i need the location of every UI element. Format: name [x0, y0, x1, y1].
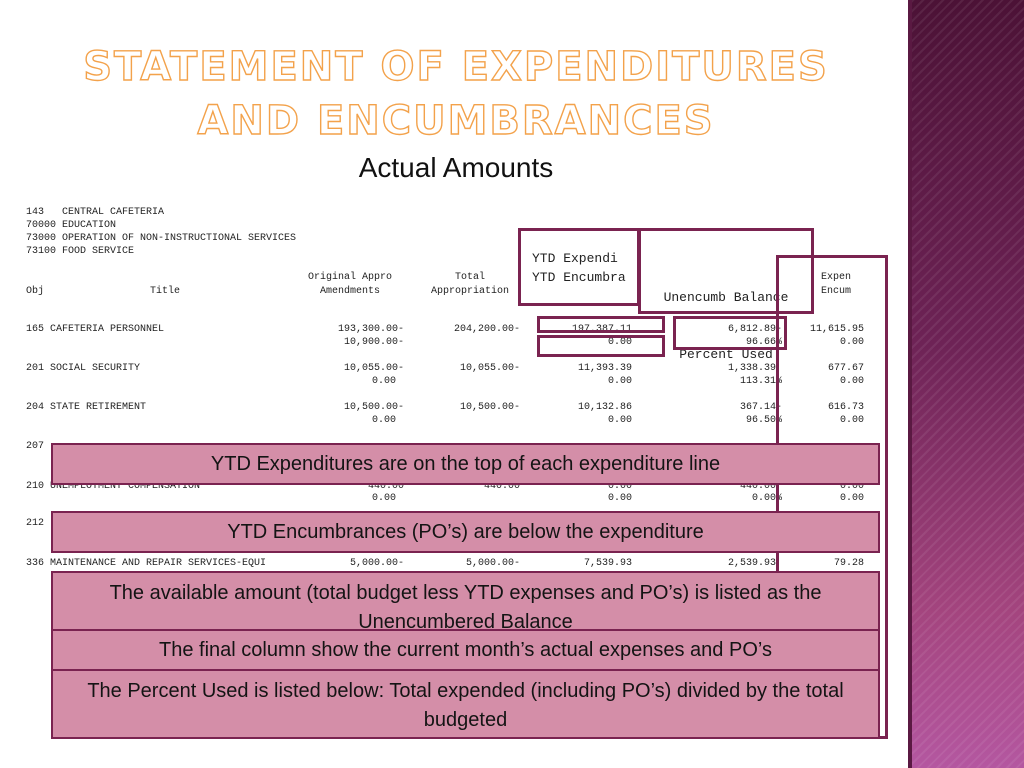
- decorative-sidebar: [912, 0, 1024, 768]
- ytd-header-callout-box: [518, 228, 640, 306]
- row-encum: 0.00: [839, 376, 864, 387]
- row-pct: 96.50%: [745, 415, 782, 426]
- row-ytd-exp: 10,132.86: [577, 402, 632, 413]
- slide-subtitle: Actual Amounts: [358, 152, 554, 183]
- col-original-appro: Original Appro: [307, 272, 392, 283]
- row-amend: 0.00: [371, 493, 396, 504]
- sidebar-edge: [908, 0, 912, 768]
- row-unenc: 6,812.89-: [727, 324, 782, 335]
- ytd-expenditure-highlight: [537, 316, 665, 333]
- row-encum: 0.00: [839, 415, 864, 426]
- row-pct: 96.66%: [745, 337, 782, 348]
- row-total: 440.00: [483, 481, 520, 492]
- row-amend: 10,900.00-: [343, 337, 404, 348]
- row-expen: 0.00: [839, 481, 864, 492]
- row-ytd-exp: 11,393.39: [577, 363, 632, 374]
- note-final-column: The final column show the current month’…: [51, 629, 880, 671]
- row-unenc: 440.00: [739, 481, 776, 492]
- row-pct: 0.00%: [751, 493, 782, 504]
- col-expen: Expen: [820, 272, 851, 283]
- note-available-amount: The available amount (total budget less …: [51, 571, 880, 633]
- col-obj: Obj: [26, 286, 45, 297]
- row-orig: 5,000.00-: [349, 558, 404, 569]
- row-orig: 193,300.00-: [337, 324, 404, 335]
- report-header-line: 73000 OPERATION OF NON-INSTRUCTIONAL SER…: [26, 233, 297, 244]
- col-total-appropriation: Appropriation: [430, 286, 509, 297]
- row-orig: 440.00: [367, 481, 404, 492]
- row-ytd-enc: 0.00: [607, 493, 632, 504]
- row-ytd-exp: 197,387.11: [571, 324, 632, 335]
- row-obj-title: 201 SOCIAL SECURITY: [26, 363, 141, 374]
- unenc-header-line2: Percent Used: [679, 347, 773, 362]
- row-unenc: 1,338.39: [727, 363, 776, 374]
- row-expen: 677.67: [827, 363, 864, 374]
- col-title: Title: [150, 286, 181, 297]
- report-header-line: 73100 FOOD SERVICE: [26, 246, 135, 257]
- row-ytd-enc: 0.00: [607, 376, 632, 387]
- report-header-line: 143 CENTRAL CAFETERIA: [26, 207, 165, 218]
- ytd-header-callout-line1: YTD Expendi: [532, 249, 636, 269]
- row-obj-title: 212: [26, 518, 45, 529]
- unenc-header-line1: Unencumb Balance: [663, 290, 789, 305]
- note-percent-used: The Percent Used is listed below: Total …: [51, 669, 880, 739]
- slide-title: Statement of Expenditures and Encumbranc…: [83, 43, 829, 144]
- col-total: Total: [454, 272, 485, 283]
- row-amend: 0.00: [371, 376, 396, 387]
- row-obj-title: 165 CAFETERIA PERSONNEL: [26, 324, 165, 335]
- row-encum: 0.00: [839, 337, 864, 348]
- unenc-balance-highlight: [673, 316, 787, 350]
- row-ytd-enc: 0.00: [607, 415, 632, 426]
- row-ytd-enc: 0.00: [607, 337, 632, 348]
- row-encum: 0.00: [839, 493, 864, 504]
- report-header-line: 70000 EDUCATION: [26, 220, 117, 231]
- row-obj-title: 210 UNEMPLOYMENT COMPENSATION: [26, 481, 201, 492]
- row-obj-title: 204 STATE RETIREMENT: [26, 402, 147, 413]
- row-unenc: 2,539.93: [727, 558, 776, 569]
- row-orig: 10,055.00-: [343, 363, 404, 374]
- row-expen: 616.73: [827, 402, 864, 413]
- unenc-header-callout-box: [638, 228, 814, 314]
- row-pct: 113.31%: [739, 376, 782, 387]
- row-total: 10,055.00-: [459, 363, 520, 374]
- row-amend: 0.00: [371, 415, 396, 426]
- note-ytd-expenditures: YTD Expenditures are on the top of each …: [51, 443, 880, 485]
- row-expen: 79.28: [833, 558, 864, 569]
- row-obj-title: 207: [26, 441, 45, 452]
- col-encum: Encum: [820, 286, 851, 297]
- row-ytd-exp: 7,539.93: [583, 558, 632, 569]
- note-ytd-encumbrances: YTD Encumbrances (PO’s) are below the ex…: [51, 511, 880, 553]
- unenc-header-callout: Unencumb Balance Percent Used: [642, 230, 810, 362]
- row-total: 5,000.00-: [465, 558, 520, 569]
- row-orig: 10,500.00-: [343, 402, 404, 413]
- row-total: 10,500.00-: [459, 402, 520, 413]
- ytd-header-callout-line2: YTD Encumbra: [532, 268, 636, 288]
- row-total: 204,200.00-: [453, 324, 520, 335]
- row-unenc: 367.14-: [739, 402, 782, 413]
- col-amendments: Amendments: [319, 286, 380, 297]
- row-expen: 11,615.95: [809, 324, 864, 335]
- row-obj-title: 336 MAINTENANCE AND REPAIR SERVICES-EQUI: [26, 558, 267, 569]
- row-ytd-exp: 0.00: [607, 481, 632, 492]
- ytd-encumbrance-highlight: [537, 335, 665, 357]
